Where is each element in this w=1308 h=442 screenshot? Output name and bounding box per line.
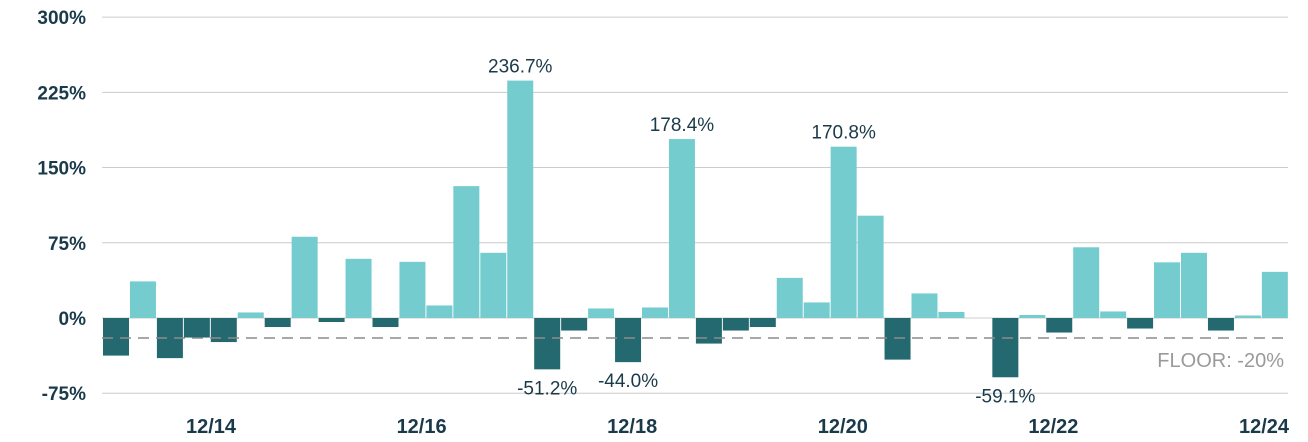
bar [1181, 252, 1207, 318]
bar [453, 186, 480, 318]
bar [749, 318, 776, 328]
data-label: 236.7% [488, 57, 553, 78]
bar [642, 307, 668, 318]
bar [722, 318, 749, 331]
bar [561, 318, 588, 331]
x-tick-label: 12/24 [1239, 416, 1290, 438]
bar [992, 318, 1019, 378]
bar [480, 252, 507, 318]
data-label: -51.2% [517, 378, 577, 399]
bar [1100, 311, 1127, 318]
data-label: -59.1% [975, 386, 1035, 407]
floor-label: FLOOR: -20% [1157, 350, 1284, 372]
bar [588, 308, 615, 318]
bar [938, 311, 965, 318]
x-axis-tick-labels: 12/14 12/16 12/18 12/20 12/22 12/24 [186, 416, 1290, 438]
bar [426, 305, 453, 318]
y-tick-label: 300% [37, 8, 86, 29]
bar [345, 258, 372, 318]
bar [1207, 318, 1234, 331]
data-label: 178.4% [650, 115, 715, 136]
bar [399, 261, 426, 318]
x-tick-label: 12/14 [186, 416, 237, 438]
bar [1234, 315, 1261, 318]
floor-line-group: FLOOR: -20% [102, 337, 1288, 372]
y-axis-tick-labels: 300% 225% 150% 75% 0% -75% [37, 8, 86, 405]
bar [911, 293, 938, 318]
bar [264, 318, 291, 328]
bar [1154, 262, 1181, 318]
bar [668, 139, 695, 318]
data-label: 170.8% [811, 123, 876, 144]
bar [534, 318, 561, 370]
y-tick-label: 0% [59, 309, 87, 330]
bar [857, 215, 884, 318]
bar [291, 236, 318, 318]
x-tick-label: 12/18 [607, 416, 657, 438]
bar [1261, 271, 1288, 318]
bar [1127, 318, 1154, 329]
y-tick-label: 75% [48, 234, 86, 255]
bar [507, 80, 534, 318]
grid-lines [102, 16, 1288, 394]
y-tick-label: -75% [42, 384, 86, 405]
bar [103, 318, 129, 356]
bar [129, 281, 156, 318]
x-tick-label: 12/16 [397, 416, 447, 438]
y-tick-label: 150% [37, 159, 86, 180]
bar [695, 318, 722, 344]
data-labels: 236.7% -51.2% -44.0% 178.4% 170.8% -59.1% [488, 57, 1036, 408]
bar [237, 312, 264, 318]
bar [830, 146, 857, 318]
data-label: -44.0% [598, 371, 658, 392]
bar [1046, 318, 1073, 333]
bar [318, 318, 345, 323]
y-tick-label: 225% [37, 83, 86, 104]
x-tick-label: 12/20 [818, 416, 868, 438]
x-tick-label: 12/22 [1028, 416, 1078, 438]
bar [183, 318, 210, 338]
bar [776, 277, 803, 318]
bar [1073, 247, 1100, 318]
bar [803, 302, 830, 318]
bar [615, 318, 642, 363]
bar [1019, 314, 1046, 318]
bar [372, 318, 399, 328]
